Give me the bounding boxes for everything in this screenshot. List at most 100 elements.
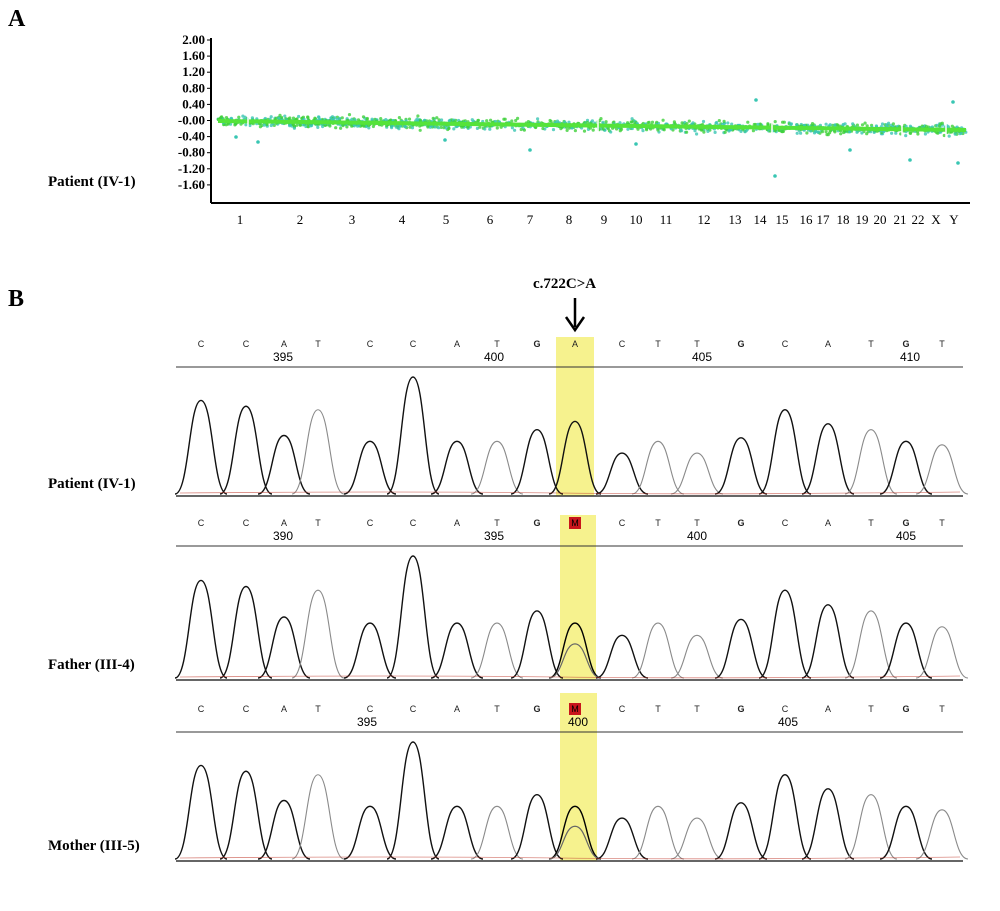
cnv-point: [754, 98, 758, 102]
trace-peak: [548, 643, 602, 679]
trace-peak: [801, 423, 855, 495]
cnv-point: [706, 129, 710, 133]
trace-peak: [631, 440, 685, 495]
base-call: T: [939, 518, 945, 528]
position-label: 395: [484, 529, 504, 543]
position-label: 405: [896, 529, 916, 543]
cnv-point: [863, 121, 867, 125]
cnv-point: [283, 114, 287, 118]
cnv-point: [478, 125, 482, 129]
position-label: 395: [273, 350, 293, 364]
cnv-point: [510, 126, 514, 130]
position-label: 405: [692, 350, 712, 364]
trace-peak: [879, 622, 933, 679]
cnv-point: [536, 117, 540, 121]
cnv-point: [237, 115, 241, 119]
chromosome-label: 21: [894, 212, 907, 227]
base-call: C: [198, 518, 205, 528]
trace-peak: [595, 452, 649, 495]
cnv-point: [345, 125, 349, 129]
cnv-point: [306, 116, 310, 120]
position-label: 395: [357, 715, 377, 729]
chromosome-label: 19: [856, 212, 869, 227]
base-call: G: [533, 518, 540, 528]
cnv-point: [795, 131, 799, 135]
cnv-point: [833, 123, 837, 127]
base-call: T: [694, 339, 700, 349]
cnv-point: [890, 131, 894, 135]
cnv-point: [894, 131, 898, 135]
cnv-point: [408, 125, 412, 129]
trace-peak: [343, 805, 397, 860]
cnv-point: [250, 116, 254, 120]
cnv-point: [339, 126, 343, 130]
cnv-point: [298, 123, 302, 127]
base-call: G: [533, 339, 540, 349]
chromosome-label: 15: [776, 212, 789, 227]
cnv-point: [599, 117, 603, 121]
cnv-point: [751, 129, 756, 133]
y-tick-label: 1.60: [182, 48, 205, 63]
cnv-point: [440, 118, 444, 122]
base-call: T: [939, 704, 945, 714]
cnv-plot: 2.001.601.200.800.40 -0.00-0.40-0.80-1.20…: [178, 32, 970, 227]
cnv-point: [551, 128, 556, 132]
cnv-point: [848, 130, 852, 134]
cnv-point: [431, 116, 435, 120]
base-call: A: [281, 339, 287, 349]
cnv-point: [891, 122, 896, 126]
base-call: A: [825, 704, 831, 714]
position-label: 405: [778, 715, 798, 729]
cnv-point: [935, 123, 939, 127]
cnv-point: [555, 119, 560, 123]
trace-peak: [595, 634, 649, 679]
cnv-point: [379, 117, 383, 121]
cnv-point: [848, 148, 852, 152]
chromosome-label: 22: [912, 212, 925, 227]
cnv-point: [418, 128, 422, 132]
chromosome-label: 16: [800, 212, 814, 227]
cnv-point: [309, 124, 313, 128]
cnv-point: [333, 116, 337, 120]
trace-peak: [257, 799, 311, 860]
base-call: C: [782, 704, 789, 714]
base-call: C: [782, 518, 789, 528]
cnv-point: [860, 123, 865, 127]
chromatogram-track: C C A T C C A T G M C T T G C A T G T 390 395 400 405: [174, 517, 969, 681]
base-call: C: [367, 704, 374, 714]
trace-peak: [548, 825, 602, 860]
cnv-point: [714, 121, 718, 125]
trace-peak: [844, 794, 898, 860]
cnv-point: [585, 120, 590, 125]
trace-noise: [179, 491, 961, 495]
cnv-point: [277, 116, 281, 120]
cnv-point: [947, 134, 951, 138]
track-label-father: Father (III-4): [48, 657, 135, 673]
cnv-point: [313, 116, 317, 120]
trace-peak: [291, 409, 345, 495]
y-axis: 2.001.601.200.800.40 -0.00-0.40-0.80-1.20…: [178, 32, 211, 192]
base-call: G: [902, 518, 909, 528]
cnv-point: [824, 130, 828, 134]
cnv-point: [444, 126, 448, 130]
base-call: C: [367, 339, 374, 349]
base-call: C: [619, 339, 626, 349]
cnv-point: [601, 127, 605, 131]
cnv-point: [839, 132, 843, 136]
cnv-point: [301, 123, 305, 127]
cnv-point: [362, 124, 366, 128]
base-call: C: [243, 704, 250, 714]
cnv-point: [626, 121, 630, 125]
base-call: T: [655, 339, 661, 349]
chromatogram-track: C C A T C C A T G M C T T G C A T G T 395 400 405: [174, 703, 969, 862]
cnv-point: [923, 132, 928, 136]
cnv-scatter: [216, 98, 968, 178]
trace-peak: [219, 585, 273, 679]
cnv-point: [398, 124, 402, 128]
cnv-point: [219, 115, 223, 120]
trace-peak: [879, 805, 933, 860]
base-call: T: [655, 518, 661, 528]
base-call: T: [494, 704, 500, 714]
cnv-point: [452, 127, 456, 131]
